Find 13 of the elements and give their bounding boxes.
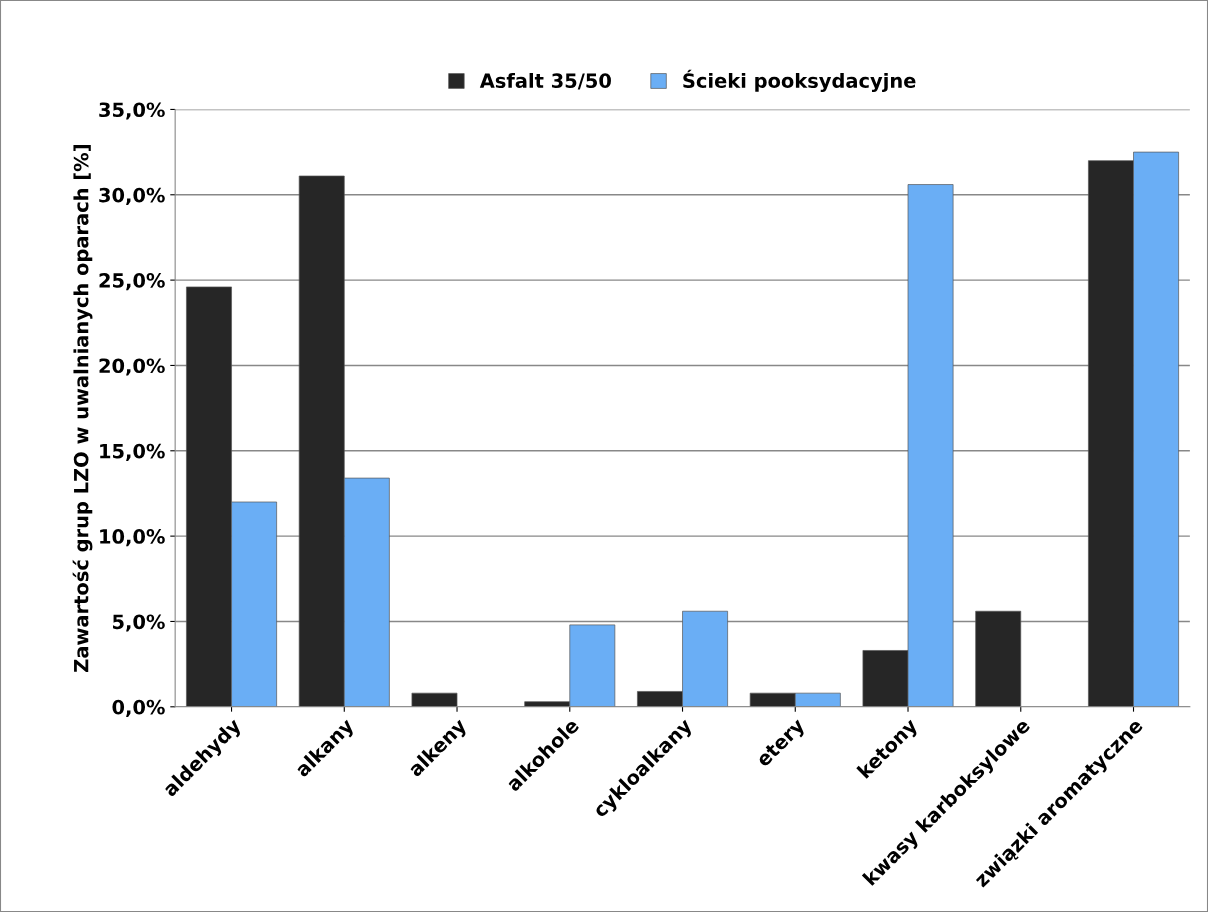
y-tick-label: 5,0% [113,614,165,632]
legend-label: Asfalt 35/50 [479,72,611,90]
y-tick-label: 15,0% [100,443,165,461]
y-tick-label: 25,0% [99,273,165,291]
y-tick-label: 0,0% [112,699,165,717]
bar [975,610,1022,707]
y-tick-label: 35,0% [99,102,165,120]
y-axis-title: Zawartość grup LZO w uwalnianych oparach [%] [72,145,93,672]
bar [411,692,458,707]
y-tick-label: 30,0% [99,187,165,205]
y-tick-label: 20,0% [99,358,165,376]
legend-label: Ścieki pooksydacyjne [683,69,916,92]
y-tick-label: 10,0% [100,529,165,547]
